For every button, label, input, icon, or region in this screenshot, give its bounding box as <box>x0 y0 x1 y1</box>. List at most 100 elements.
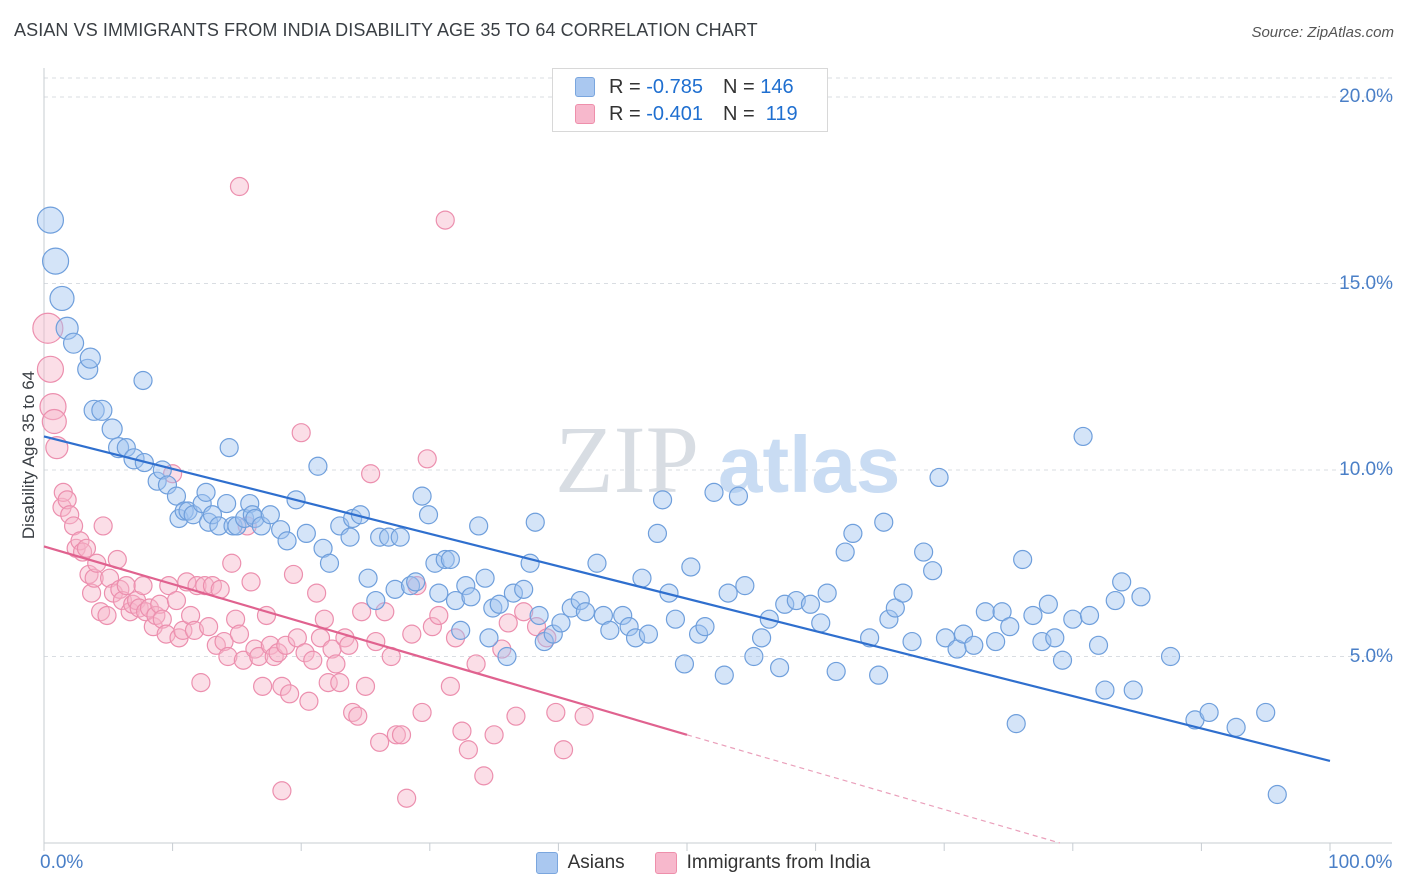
asian-point <box>1199 702 1219 723</box>
india-point <box>280 684 300 704</box>
source-label: Source: ZipAtlas.com <box>1251 24 1394 41</box>
x-tick-label-min: 0.0% <box>40 852 84 873</box>
asian-point <box>879 609 899 629</box>
india-point <box>417 449 437 469</box>
india-point <box>295 643 315 663</box>
india-point <box>452 721 472 741</box>
legend-item-asians[interactable]: Asians <box>535 852 625 874</box>
india-point <box>173 620 193 640</box>
asian-point <box>358 568 378 588</box>
india-point <box>299 691 319 711</box>
india-point <box>79 564 99 585</box>
india-point <box>249 646 269 667</box>
asian-point <box>41 247 70 275</box>
india-point <box>397 788 417 808</box>
india-points <box>32 176 594 808</box>
india-point <box>348 706 368 726</box>
asian-point <box>688 624 709 644</box>
asian-point <box>91 399 113 421</box>
asian-point <box>929 467 949 488</box>
india-point <box>291 423 311 443</box>
india-point <box>32 312 64 344</box>
india-point <box>339 635 359 655</box>
asian-point <box>769 658 790 678</box>
asian-point <box>1123 680 1143 700</box>
asian-point <box>1079 605 1100 626</box>
india-point <box>506 706 526 726</box>
india-point <box>268 643 288 663</box>
asian-point <box>240 493 260 514</box>
india-point <box>307 583 327 603</box>
asian-point <box>406 572 426 592</box>
asian-point <box>1000 617 1020 637</box>
asian-point <box>751 628 772 648</box>
india-point <box>498 613 518 633</box>
asian-point <box>49 285 75 312</box>
india-point <box>361 464 381 484</box>
india-point <box>184 620 205 640</box>
asian-point <box>647 523 668 544</box>
india-point <box>191 673 211 693</box>
asian-point <box>379 527 399 547</box>
india-point <box>166 590 187 611</box>
asian-point <box>1023 605 1043 626</box>
asian-point <box>718 583 738 603</box>
gridlines <box>44 77 1392 657</box>
legend-swatch-asians <box>535 852 558 874</box>
asian-point <box>497 646 517 667</box>
asian-point <box>461 587 481 607</box>
legend-r-value-asians: -0.785 <box>646 75 703 98</box>
asian-point <box>133 370 153 391</box>
asian-point <box>786 590 806 611</box>
asian-point <box>400 576 421 596</box>
asian-point <box>514 579 534 599</box>
india-point <box>370 732 390 752</box>
legend-row-asians: R = -0.785 N = 146 <box>575 75 794 99</box>
asian-point <box>469 516 489 536</box>
asian-point <box>1267 784 1287 805</box>
india-point <box>287 628 307 648</box>
asian-point <box>986 631 1006 652</box>
asian-point <box>843 523 863 544</box>
legend-label-india: Immigrants from India <box>686 852 871 873</box>
asian-point <box>543 624 563 644</box>
india-point <box>60 505 80 525</box>
india-point <box>264 646 284 667</box>
legend-n-label: N = <box>722 75 755 98</box>
india-point <box>272 781 292 801</box>
india-point <box>303 650 323 670</box>
asian-point <box>418 505 439 525</box>
india-point <box>97 605 117 626</box>
asian-point <box>665 609 686 629</box>
asian-point <box>964 635 984 655</box>
asian-point <box>451 620 471 640</box>
legend-item-india[interactable]: Immigrants from India <box>654 852 871 874</box>
india-point <box>283 564 304 585</box>
asian-point <box>425 553 445 573</box>
asian-point <box>632 568 652 588</box>
asian-point <box>728 486 749 506</box>
legend-n-value-india: 119 <box>765 102 798 125</box>
legend-row-india: R = -0.401 N = 119 <box>575 102 798 126</box>
india-point <box>57 490 77 510</box>
asian-point <box>217 493 237 514</box>
india-point <box>70 531 90 551</box>
india-point <box>574 706 594 726</box>
india-point <box>226 609 246 629</box>
asian-point <box>1013 549 1033 570</box>
asian-point <box>245 508 265 529</box>
india-point <box>222 553 242 573</box>
asian-points <box>36 206 1287 805</box>
y-tick-label: 15.0% <box>1339 272 1393 294</box>
asian-point <box>445 590 466 611</box>
asian-point <box>869 665 889 685</box>
india-point <box>81 583 102 603</box>
y-tick-label: 20.0% <box>1339 86 1393 107</box>
india-point <box>318 673 338 693</box>
india-point <box>93 516 113 536</box>
stats-legend: R = -0.785 N = 146 R = -0.401 N = 119 <box>552 68 828 132</box>
asian-point <box>260 505 280 525</box>
asian-point <box>923 561 943 581</box>
asian-point <box>1063 609 1083 629</box>
